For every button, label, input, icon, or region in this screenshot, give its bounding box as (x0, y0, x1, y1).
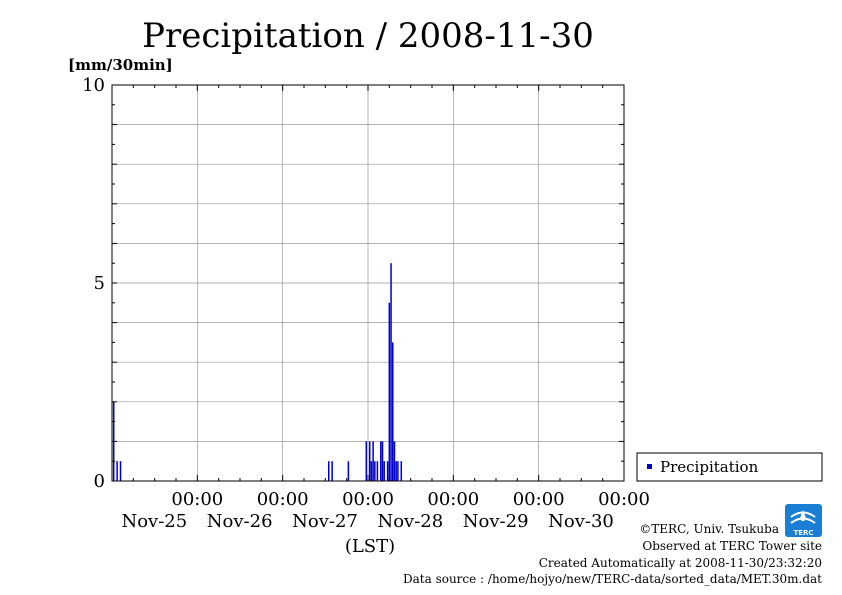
copyright-text: ©TERC, Univ. Tsukuba (639, 522, 779, 536)
precipitation-bar (400, 461, 403, 481)
precipitation-bar (388, 302, 391, 481)
precipitation-bar (391, 342, 394, 481)
precipitation-bar (376, 461, 379, 481)
precipitation-bar (383, 461, 385, 481)
x-tick-time-label: 00:00 (513, 489, 565, 510)
chart-title: Precipitation / 2008-11-30 (142, 16, 594, 56)
created-time-text: Created Automatically at 2008-11-30/23:3… (539, 556, 822, 570)
legend-swatch (647, 464, 652, 469)
legend-label: Precipitation (660, 458, 759, 476)
grid-lines (112, 85, 624, 481)
y-tick-label: 10 (82, 75, 105, 96)
precipitation-bar (380, 441, 382, 481)
x-tick-time-label: 00:00 (171, 489, 223, 510)
y-tick-label: 0 (94, 471, 105, 492)
y-axis-unit-label: [mm/30min] (68, 56, 173, 74)
x-tick-labels: 00:00Nov-2500:00Nov-2600:00Nov-2700:00No… (121, 489, 649, 532)
precipitation-bar (397, 461, 399, 481)
axis-frame (111, 84, 625, 482)
x-tick-date-label: Nov-26 (207, 511, 273, 532)
logo-text: TERC (793, 529, 813, 537)
observed-site-text: Observed at TERC Tower site (642, 539, 822, 553)
precipitation-bar (331, 461, 333, 481)
x-tick-time-label: 00:00 (427, 489, 479, 510)
precipitation-bar (347, 461, 350, 481)
x-axis-label: (LST) (345, 536, 395, 557)
precipitation-bar (116, 461, 118, 481)
precipitation-bar (390, 263, 392, 481)
x-tick-time-label: 00:00 (342, 489, 394, 510)
y-tick-labels: 0 5 10 (82, 75, 105, 492)
x-tick-date-label: Nov-25 (121, 511, 187, 532)
precipitation-bars (112, 263, 403, 481)
precipitation-bar (119, 461, 122, 481)
precipitation-bar (386, 461, 389, 481)
precipitation-bar (327, 461, 330, 481)
x-tick-date-label: Nov-30 (548, 511, 614, 532)
precipitation-bar (374, 461, 376, 481)
precipitation-bar (372, 441, 374, 481)
x-tick-date-label: Nov-29 (463, 511, 529, 532)
precipitation-bar (393, 441, 396, 481)
x-tick-time-label: 00:00 (257, 489, 309, 510)
precipitation-bar (381, 441, 384, 481)
x-tick-date-label: Nov-28 (377, 511, 443, 532)
precipitation-bar (368, 441, 371, 481)
precipitation-bar (370, 461, 373, 481)
x-tick-date-label: Nov-27 (292, 511, 358, 532)
y-tick-label: 5 (94, 273, 105, 294)
legend: Precipitation (636, 452, 823, 482)
terc-logo: TERC (785, 504, 822, 537)
data-source-text: Data source : /home/hojyo/new/TERC-data/… (403, 572, 822, 586)
precipitation-bar (395, 461, 397, 481)
logo-drop-icon (800, 510, 806, 521)
precipitation-bar (365, 441, 368, 481)
x-tick-time-label: 00:00 (598, 489, 650, 510)
legend-box (636, 452, 823, 482)
